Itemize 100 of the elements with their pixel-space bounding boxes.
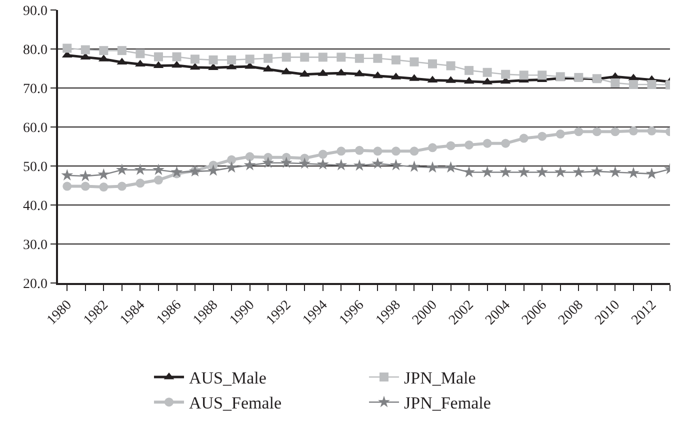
point [391, 55, 400, 64]
point [372, 157, 384, 169]
point [428, 143, 438, 152]
y-tick-label: 80.0 [22, 42, 48, 58]
point [99, 46, 108, 56]
point [519, 134, 528, 143]
point [590, 165, 603, 177]
y-tick-label: 90.0 [22, 4, 48, 19]
point [136, 49, 145, 58]
point [410, 57, 419, 66]
y-tick-label: 70.0 [22, 82, 48, 97]
point [61, 169, 74, 180]
point [117, 46, 126, 56]
point [354, 54, 364, 63]
y-tick-label: 40.0 [22, 198, 48, 214]
point [226, 161, 238, 173]
point [609, 166, 622, 178]
legend-label: AUS_Female [189, 394, 282, 413]
point [227, 155, 236, 164]
point [154, 52, 163, 62]
point [500, 166, 512, 178]
y-tick-label: 50.0 [22, 160, 48, 175]
point [353, 159, 366, 171]
point [647, 80, 656, 89]
point [62, 182, 72, 191]
point [501, 70, 510, 79]
point [373, 54, 382, 63]
point [627, 166, 640, 178]
point [80, 45, 90, 54]
point [282, 52, 291, 62]
legend-label: AUS_Male [189, 368, 266, 388]
point [170, 166, 183, 178]
point [464, 140, 474, 150]
point [446, 141, 456, 150]
point [244, 158, 256, 170]
point [592, 127, 602, 136]
point [647, 126, 656, 136]
y-tick-label: 20.0 [22, 276, 48, 292]
point [190, 54, 200, 64]
point [152, 164, 164, 175]
legend-label: JPN_Male [404, 368, 476, 388]
point [336, 52, 346, 62]
point [628, 126, 638, 136]
point [518, 166, 530, 178]
point [207, 164, 220, 176]
point [444, 161, 457, 173]
point [519, 70, 528, 80]
point [62, 44, 72, 53]
point [372, 71, 383, 78]
point [463, 166, 476, 178]
point [172, 60, 182, 68]
point [391, 146, 400, 156]
point [245, 54, 254, 64]
point [318, 150, 328, 159]
point [572, 166, 585, 178]
point [298, 157, 311, 169]
y-tick-label: 30.0 [22, 238, 48, 253]
point [481, 166, 494, 178]
point [556, 130, 565, 139]
point [354, 146, 364, 155]
point [172, 52, 182, 62]
point [464, 66, 474, 75]
point [116, 164, 128, 175]
point [245, 152, 254, 162]
point [446, 61, 456, 70]
point [482, 68, 492, 77]
point [408, 160, 420, 172]
point [227, 55, 236, 64]
point [208, 55, 218, 64]
point [574, 127, 584, 136]
point [501, 138, 510, 148]
point [538, 70, 547, 80]
point [134, 164, 146, 175]
point [538, 132, 547, 141]
point [316, 158, 329, 170]
point [610, 127, 620, 136]
point [646, 168, 658, 179]
point [280, 156, 292, 168]
point [628, 80, 638, 89]
point [264, 54, 273, 63]
point [410, 146, 419, 156]
point [373, 146, 382, 156]
point [80, 182, 90, 191]
point [154, 176, 163, 185]
point [335, 158, 348, 170]
point [428, 59, 438, 68]
point [318, 52, 328, 62]
point [426, 161, 438, 173]
point [98, 168, 110, 180]
point [536, 166, 548, 178]
legend-label: JPN_Female [404, 394, 491, 413]
y-tick-label: 60.0 [22, 120, 48, 136]
point [99, 182, 108, 192]
point [117, 182, 126, 191]
point [482, 138, 492, 148]
point [262, 156, 274, 168]
point [79, 170, 92, 182]
point [554, 166, 566, 178]
point [336, 146, 346, 156]
point [300, 52, 310, 62]
